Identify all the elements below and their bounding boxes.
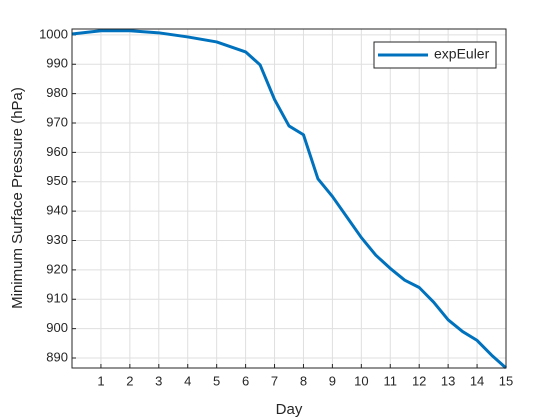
y-tick-label: 930 (46, 232, 68, 247)
x-tick-label: 15 (499, 373, 513, 388)
x-axis-label: Day (276, 401, 303, 418)
y-tick-label: 980 (46, 85, 68, 100)
y-tick-label: 940 (46, 203, 68, 218)
y-tick-label: 900 (46, 320, 68, 335)
x-tick-label: 6 (242, 373, 249, 388)
legend: expEuler (373, 41, 497, 69)
x-tick-label: 1 (97, 373, 104, 388)
legend-label: expEuler (434, 46, 490, 62)
y-tick-label: 890 (46, 349, 68, 364)
y-tick-label: 910 (46, 291, 68, 306)
series-line (71, 29, 507, 370)
y-tick-label: 990 (46, 56, 68, 71)
x-tick-label: 11 (384, 373, 398, 388)
y-tick-label: 970 (46, 114, 68, 129)
x-tick-label: 7 (271, 373, 278, 388)
y-tick-label: 960 (46, 144, 68, 159)
x-tick-label: 9 (329, 373, 336, 388)
x-tick-label: 14 (470, 373, 484, 388)
x-tick-label: 5 (213, 373, 220, 388)
x-tick-label: 8 (300, 373, 307, 388)
x-tick-label: 2 (126, 373, 133, 388)
x-tick-label: 13 (441, 373, 455, 388)
y-tick-label: 1000 (39, 26, 68, 41)
x-tick-label: 10 (354, 373, 368, 388)
y-tick-label: 920 (46, 261, 68, 276)
plot (71, 29, 507, 370)
y-tick-label: 950 (46, 173, 68, 188)
x-tick-label: 4 (184, 373, 191, 388)
axes-box (71, 28, 507, 369)
x-tick-label: 12 (412, 373, 426, 388)
y-axis-label: Minimum Surface Pressure (hPa) (9, 87, 26, 309)
x-tick-label: 3 (155, 373, 162, 388)
